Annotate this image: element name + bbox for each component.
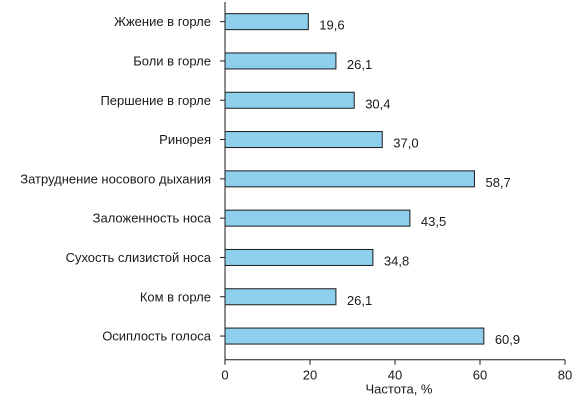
labels-layer: Жжение в горле 19,6 Боли в горле 26,1 Першен… [20, 14, 572, 383]
x-tick-label: 60 [473, 368, 487, 383]
category-label: Осиплость голоса [102, 329, 212, 344]
bar [224, 288, 337, 306]
data-label: 34,8 [384, 253, 409, 268]
data-label: 58,7 [485, 175, 510, 190]
bar [224, 91, 355, 109]
data-label: 30,4 [365, 96, 390, 111]
data-label: 26,1 [347, 57, 372, 72]
category-label: Боли в горле [133, 53, 211, 68]
category-label: Заложенность носа [93, 211, 212, 226]
category-label: Сухость слизистой носа [66, 250, 212, 265]
bar [224, 13, 309, 31]
category-label: Першение в горле [100, 93, 211, 108]
data-label: 60,9 [495, 332, 520, 347]
x-axis-title: Частота, % [366, 382, 433, 397]
x-tick-label: 20 [303, 368, 317, 383]
bar [224, 248, 374, 266]
bar [224, 209, 411, 227]
bar [224, 170, 475, 188]
category-label: Жжение в горле [114, 14, 211, 29]
category-label: Ком в горле [140, 289, 211, 304]
data-label: 19,6 [319, 18, 344, 33]
x-tick-label: 40 [388, 368, 402, 383]
data-label: 43,5 [421, 214, 446, 229]
bar [224, 327, 485, 345]
x-tick-label: 80 [558, 368, 572, 383]
x-tick-label: 0 [221, 368, 228, 383]
data-label: 26,1 [347, 293, 372, 308]
bar [224, 52, 337, 70]
category-label: Затруднение носового дыхания [20, 171, 211, 186]
category-label: Ринорея [159, 132, 211, 147]
data-label: 37,0 [393, 136, 418, 151]
bar [224, 131, 383, 149]
